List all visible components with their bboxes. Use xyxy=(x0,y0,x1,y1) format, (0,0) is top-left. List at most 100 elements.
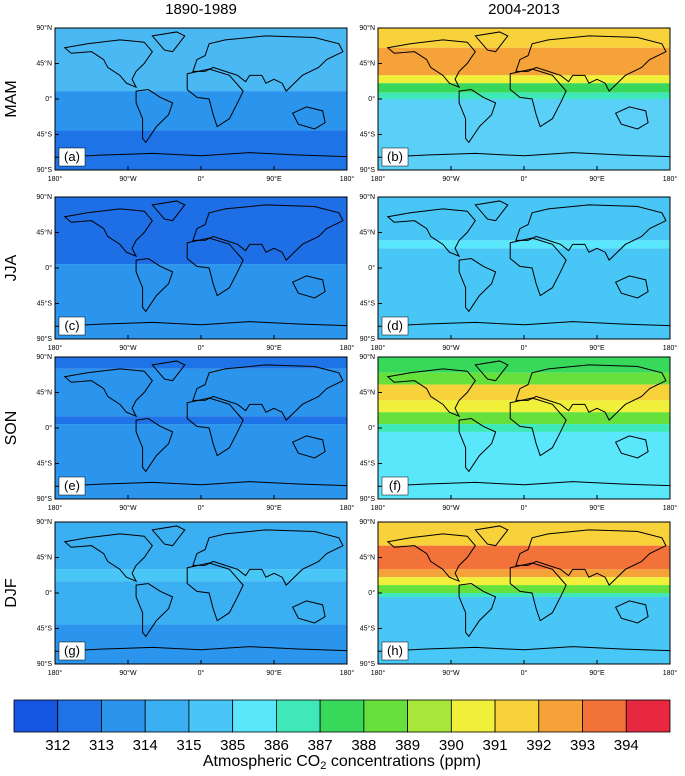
lon-tick-label: 0° xyxy=(521,344,528,352)
lat-tick-label: 45°S xyxy=(360,459,376,467)
panel-label: (e) xyxy=(64,478,80,493)
latitude-band xyxy=(378,384,670,401)
lon-tick-label: 0° xyxy=(198,344,205,352)
panel-label: (f) xyxy=(389,478,401,493)
lon-tick-label: 0° xyxy=(521,175,528,183)
colorbar-title-part: 2 xyxy=(320,760,326,772)
lon-tick-label: 90°E xyxy=(589,344,605,352)
panel-label: (a) xyxy=(64,149,80,164)
column-title: 2004-2013 xyxy=(488,1,560,18)
latitude-band xyxy=(378,431,670,499)
lat-tick-label: 90°N xyxy=(36,24,52,32)
lon-tick-label: 90°W xyxy=(442,669,460,677)
lat-tick-label: 45°S xyxy=(360,624,376,632)
lon-tick-label: 90°W xyxy=(119,175,137,183)
lat-tick-label: 90°S xyxy=(360,660,376,668)
panel-label: (d) xyxy=(387,318,403,333)
lat-tick-label: 0° xyxy=(368,589,375,597)
lon-tick-label: 180° xyxy=(340,344,355,352)
lon-tick-label: 180° xyxy=(663,669,678,677)
panel-label: (h) xyxy=(387,643,403,658)
latitude-band xyxy=(55,522,347,570)
colorbar-label: 392 xyxy=(526,737,551,754)
latitude-band xyxy=(55,624,347,664)
lat-tick-label: 45°N xyxy=(36,388,52,396)
lat-tick-label: 90°N xyxy=(36,518,52,526)
lat-tick-label: 45°S xyxy=(37,459,53,467)
lat-tick-label: 0° xyxy=(45,95,52,103)
colorbar-label: 391 xyxy=(483,737,508,754)
latitude-band xyxy=(378,400,670,413)
colorbar-label: 390 xyxy=(439,737,464,754)
colorbar-box xyxy=(275,699,321,733)
lon-tick-label: 180° xyxy=(663,175,678,183)
lon-tick-label: 90°W xyxy=(119,504,137,512)
lon-tick-label: 180° xyxy=(340,175,355,183)
lat-tick-label: 0° xyxy=(368,95,375,103)
latitude-band xyxy=(378,75,670,84)
lon-tick-label: 180° xyxy=(371,504,386,512)
latitude-band xyxy=(378,569,670,578)
colorbar-label: 385 xyxy=(220,737,245,754)
row-label: MAM xyxy=(3,80,20,117)
lat-tick-label: 0° xyxy=(368,424,375,432)
latitude-band xyxy=(55,424,347,499)
latitude-band xyxy=(378,92,670,99)
latitude-band xyxy=(55,91,347,131)
lat-tick-label: 90°S xyxy=(360,495,376,503)
latitude-band xyxy=(378,357,670,373)
latitude-band xyxy=(378,412,670,425)
colorbar-box xyxy=(538,699,583,733)
colorbar-label: 314 xyxy=(133,737,158,754)
lon-tick-label: 90°E xyxy=(589,669,605,677)
lat-tick-label: 45°N xyxy=(36,553,52,561)
colorbar-title-part: Atmospheric CO xyxy=(203,753,320,770)
colorbar-label: 387 xyxy=(308,737,333,754)
lon-tick-label: 180° xyxy=(340,504,355,512)
lat-tick-label: 45°S xyxy=(37,299,53,307)
latitude-band xyxy=(378,197,670,241)
lat-tick-label: 45°S xyxy=(37,624,53,632)
colorbar-box xyxy=(363,699,409,733)
lon-tick-label: 90°W xyxy=(442,344,460,352)
panel-label: (b) xyxy=(387,149,403,164)
colorbar-box xyxy=(319,699,365,733)
lon-tick-label: 180° xyxy=(48,669,63,677)
colorbar-box xyxy=(57,699,102,733)
colorbar-box xyxy=(13,699,59,733)
latitude-band xyxy=(378,577,670,586)
latitude-band xyxy=(55,416,347,425)
lat-tick-label: 45°N xyxy=(359,553,375,561)
panel-label-box xyxy=(58,476,86,496)
latitude-band xyxy=(55,569,347,582)
lon-tick-label: 0° xyxy=(198,504,205,512)
colorbar-label: 386 xyxy=(264,737,289,754)
colorbar-box xyxy=(407,699,452,733)
lat-tick-label: 45°S xyxy=(360,130,376,138)
panel-label-box xyxy=(58,641,86,661)
latitude-band xyxy=(55,357,347,369)
lat-tick-label: 0° xyxy=(45,424,52,432)
lon-tick-label: 0° xyxy=(521,504,528,512)
lat-tick-label: 45°N xyxy=(359,388,375,396)
lon-tick-label: 90°E xyxy=(266,504,282,512)
lat-tick-label: 90°N xyxy=(36,353,52,361)
colorbar-box xyxy=(582,699,627,733)
lat-tick-label: 90°S xyxy=(37,495,53,503)
lon-tick-label: 90°E xyxy=(266,175,282,183)
lat-tick-label: 90°N xyxy=(359,24,375,32)
latitude-band xyxy=(55,264,347,339)
lon-tick-label: 180° xyxy=(371,344,386,352)
colorbar-label: 313 xyxy=(89,737,114,754)
lon-tick-label: 180° xyxy=(340,669,355,677)
lon-tick-label: 90°W xyxy=(119,669,137,677)
row-label: SON xyxy=(3,411,20,446)
lon-tick-label: 180° xyxy=(48,344,63,352)
panel-label-box xyxy=(381,316,409,336)
lon-tick-label: 0° xyxy=(521,669,528,677)
lon-tick-label: 90°W xyxy=(442,504,460,512)
latitude-band xyxy=(378,596,670,664)
colorbar-box xyxy=(494,699,540,733)
lat-tick-label: 90°S xyxy=(37,166,53,174)
